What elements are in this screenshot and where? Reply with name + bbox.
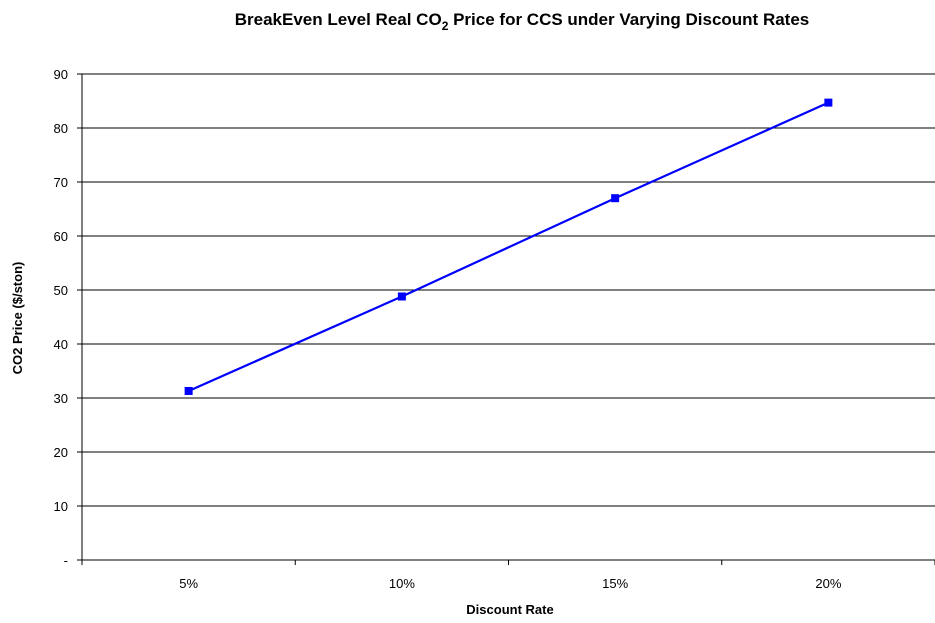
gridlines xyxy=(82,73,935,507)
y-tick-label: 40 xyxy=(54,337,68,352)
y-tick-label: 90 xyxy=(54,67,68,82)
series-line xyxy=(188,101,829,392)
y-tick-label: 80 xyxy=(54,121,68,136)
y-tick-label: 20 xyxy=(54,445,68,460)
data-point xyxy=(611,194,620,203)
y-tick-label: 10 xyxy=(54,499,68,514)
y-tick-label: 30 xyxy=(54,391,68,406)
data-point xyxy=(184,386,193,395)
chart-title-subscript: 2 xyxy=(442,19,449,33)
data-point xyxy=(397,292,406,301)
data-point xyxy=(824,98,833,107)
y-tick-label: 70 xyxy=(54,175,68,190)
series-group xyxy=(184,98,833,395)
chart-title: BreakEven Level Real CO2 Price for CCS u… xyxy=(235,10,810,33)
chart-title-main: BreakEven Level Real CO xyxy=(235,10,442,29)
x-axis-title: Discount Rate xyxy=(466,602,553,617)
x-tick-label: 10% xyxy=(389,576,415,591)
y-tick-label: 60 xyxy=(54,229,68,244)
x-tick-label: 20% xyxy=(815,576,841,591)
y-tick-labels: - 10 20 30 40 50 60 70 80 90 xyxy=(54,67,68,568)
y-tick-label: 50 xyxy=(54,283,68,298)
x-tick-label: 15% xyxy=(602,576,628,591)
y-axis-title: CO2 Price ($/ston) xyxy=(10,262,25,375)
x-tick-label: 5% xyxy=(179,576,198,591)
chart-title-rest: Price for CCS under Varying Discount Rat… xyxy=(448,10,809,29)
y-tick-label: - xyxy=(64,553,68,568)
axes xyxy=(77,73,935,565)
x-tick-labels: 5% 10% 15% 20% xyxy=(179,576,842,591)
